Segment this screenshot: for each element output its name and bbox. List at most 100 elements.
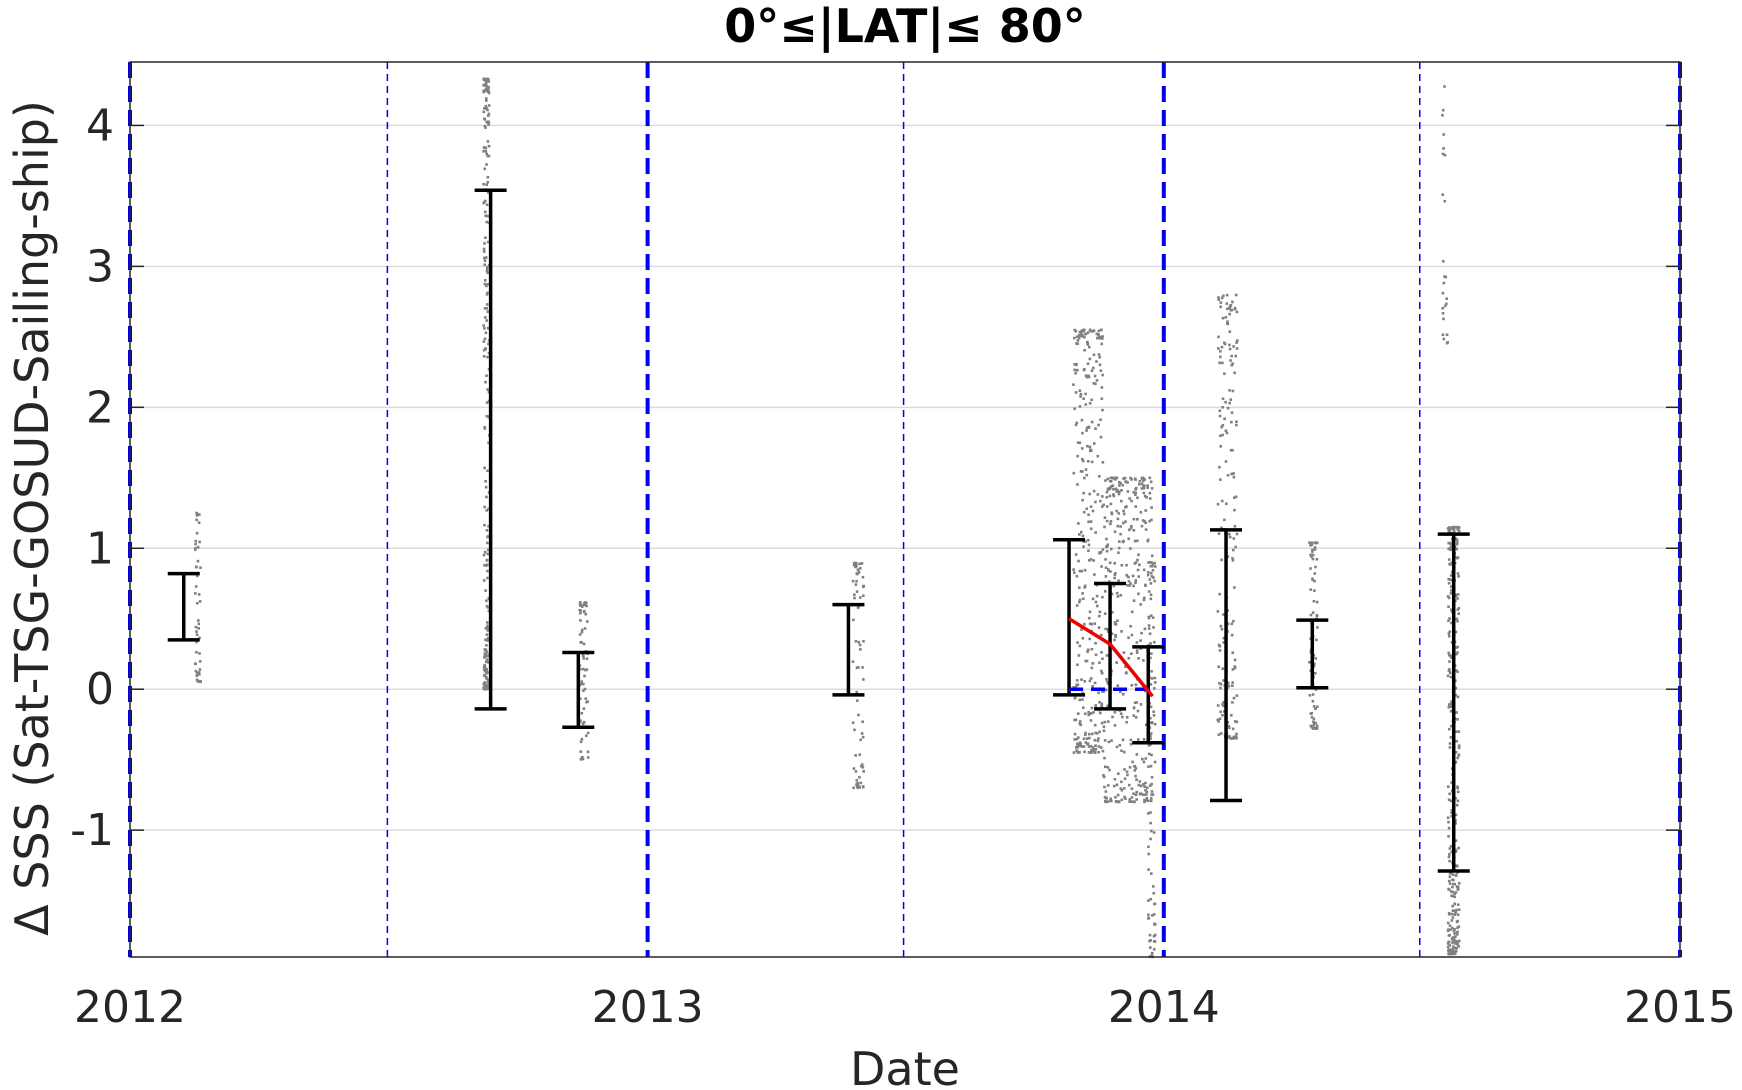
scatter-point [1219,305,1222,309]
scatter-point [1075,679,1079,682]
scatter-point [1097,737,1100,740]
scatter-point [1448,933,1452,937]
scatter-point [1448,952,1452,956]
scatter-point [485,269,489,273]
scatter-point [1110,611,1114,614]
scatter-point [1452,528,1456,532]
scatter-point [1454,730,1458,733]
scatter-point [1133,800,1136,804]
scatter-point [585,604,588,608]
scatter-point [582,689,585,693]
scatter-point [1457,612,1461,615]
scatter-point [1092,748,1096,751]
scatter-point [1225,502,1228,506]
scatter-point [1107,740,1111,744]
x-tick-label: 2013 [592,982,704,1033]
scatter-point [487,342,490,346]
scatter-point [487,121,491,125]
scatter-point [1129,582,1132,585]
scatter-point [1089,558,1093,561]
scatter-point [1090,748,1093,752]
scatter-point [1449,548,1452,552]
scatter-point [855,572,859,576]
scatter-point [1133,764,1136,768]
scatter-point [1104,479,1107,482]
scatter-point [1122,521,1125,525]
scatter-point [1150,721,1154,725]
scatter-point [482,84,485,87]
scatter-point [1456,799,1460,803]
scatter-point [482,355,486,358]
scatter-point [1116,619,1119,623]
x-tick-label: 2012 [74,982,186,1033]
scatter-point [1144,509,1147,512]
scatter-point [1219,732,1223,735]
scatter-point [1139,703,1143,706]
scatter-point [855,564,858,568]
scatter-point [1143,478,1147,481]
scatter-point [1448,792,1451,796]
scatter-point [1105,519,1109,523]
scatter-point [1230,411,1234,414]
scatter-point [1450,912,1454,916]
scatter-point [1100,669,1103,673]
scatter-point [1231,559,1235,562]
scatter-point [584,601,588,605]
scatter-point [1098,355,1102,359]
scatter-point [1308,660,1311,664]
scatter-point [484,256,488,259]
scatter-point [1135,701,1138,704]
scatter-point [1151,885,1155,888]
scatter-point [1220,526,1223,530]
scatter-point [1447,596,1451,600]
scatter-point [1072,383,1075,386]
scatter-point [1450,919,1454,922]
scatter-point [485,293,489,296]
scatter-point [1122,477,1126,481]
scatter-point [1234,720,1237,723]
scatter-point [583,674,586,678]
scatter-point [1452,952,1456,955]
scatter-point [482,110,486,114]
scatter-point [1085,426,1089,430]
scatter-point [579,611,582,615]
scatter-point [1105,490,1109,494]
scatter-point [1088,492,1091,496]
y-tick-label: 3 [86,241,114,292]
scatter-point [1139,603,1142,606]
scatter-point [1311,550,1314,553]
scatter-point [486,140,490,143]
scatter-point [484,485,488,489]
scatter-point [1315,600,1319,604]
scatter-point [1227,735,1231,739]
scatter-point [1076,683,1080,687]
scatter-point [1085,473,1089,477]
scatter-point [581,667,585,671]
scatter-point [195,674,199,677]
scatter-point [579,750,583,753]
error-bar [1132,645,1165,745]
scatter-point [1111,484,1115,487]
scatter-point [1140,487,1144,490]
scatter-point [1220,627,1224,631]
scatter-point [1457,744,1461,747]
scatter-point [1315,638,1318,642]
scatter-point [851,660,855,663]
scatter-point [1126,583,1129,587]
scatter-point [583,687,587,691]
scatter-point [1449,542,1453,546]
scatter-point [1087,425,1091,429]
scatter-point [1447,727,1451,731]
scatter-point [1452,882,1455,886]
scatter-point [1219,445,1222,448]
scatter-point [1089,527,1093,531]
scatter-point [484,199,487,203]
scatter-point [1230,622,1234,626]
scatter-point [484,648,488,652]
error-bar [832,602,865,697]
scatter-point [1450,926,1454,930]
scatter-point [1103,720,1107,724]
scatter-point [1221,397,1225,401]
scatter-point [1078,720,1082,723]
scatter-point [1104,790,1108,793]
